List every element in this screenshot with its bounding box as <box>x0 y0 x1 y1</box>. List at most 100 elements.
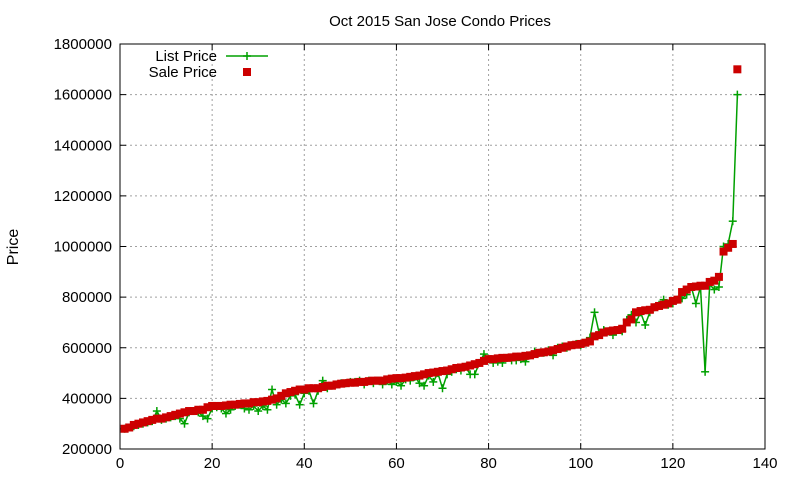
y-tick-label: 600000 <box>62 340 112 357</box>
sale-price-point <box>350 378 359 387</box>
sale-price-point <box>724 243 733 252</box>
list-price-point <box>470 370 479 379</box>
sale-price-point <box>581 338 590 347</box>
sale-price-point <box>632 308 640 317</box>
sale-price-point <box>493 354 502 363</box>
sale-price-point <box>415 371 424 380</box>
sale-price-point <box>484 355 493 364</box>
list-price-point <box>733 90 742 99</box>
y-tick-label: 1800000 <box>54 36 112 53</box>
sale-price-point <box>410 372 419 381</box>
sale-price-point <box>152 414 161 423</box>
series-sale-price <box>120 65 742 433</box>
legend: List Price Sale Price <box>149 48 268 81</box>
list-price-point <box>429 377 438 386</box>
sale-price-point <box>323 381 332 390</box>
sale-price-point <box>295 385 304 394</box>
sale-price-point <box>314 384 323 393</box>
sale-price-point <box>503 353 511 362</box>
sale-price-point <box>456 363 465 372</box>
sale-price-point <box>535 348 544 357</box>
y-axis-label: Price <box>5 229 22 266</box>
sale-price-point <box>245 399 253 408</box>
list-price-point <box>714 283 723 291</box>
sale-price-point <box>157 414 166 423</box>
sale-price-point <box>595 331 604 340</box>
sale-price-point <box>198 405 207 414</box>
x-tick-label: 20 <box>204 455 221 472</box>
sale-price-point <box>148 415 157 424</box>
sale-price-point <box>655 301 664 310</box>
sale-price-point <box>650 303 659 312</box>
sale-price-point <box>217 401 226 410</box>
x-tick-label: 140 <box>752 455 777 472</box>
sale-price-point <box>406 372 415 381</box>
list-price-point <box>590 308 599 317</box>
sale-price-point <box>572 340 581 349</box>
y-tick-label: 1200000 <box>54 188 112 205</box>
list-price-point <box>221 409 230 418</box>
sale-price-point <box>272 394 281 403</box>
sale-price-point <box>526 351 535 360</box>
sale-price-point <box>254 398 263 407</box>
list-price-point <box>438 384 447 393</box>
sale-price-point <box>162 413 171 422</box>
sale-price-point <box>203 403 212 412</box>
sale-price-point <box>673 295 682 304</box>
sale-price-point <box>691 282 700 291</box>
list-price-point <box>479 350 488 359</box>
sale-price-point <box>604 327 613 336</box>
y-tick-label: 1000000 <box>54 239 112 256</box>
sale-price-point <box>461 362 470 371</box>
sale-price-point <box>143 417 152 426</box>
sale-price-point <box>420 370 429 379</box>
sale-price-point <box>489 355 498 364</box>
list-price-point <box>691 299 700 308</box>
y-tick-label: 400000 <box>62 390 112 407</box>
plot-frame <box>119 43 766 450</box>
sale-price-point <box>714 272 723 281</box>
y-tick-label: 200000 <box>62 441 112 458</box>
list-price-point <box>203 414 212 423</box>
list-price-point <box>710 285 719 294</box>
sale-price-point <box>443 366 452 375</box>
sale-price-point <box>687 283 696 291</box>
sale-price-point <box>318 382 327 391</box>
sale-price-point <box>558 343 567 352</box>
x-tick-label: 100 <box>568 455 593 472</box>
x-tick-label: 120 <box>660 455 685 472</box>
list-price-point <box>263 405 272 414</box>
legend-label-list-price: List Price <box>155 48 217 65</box>
sale-price-point <box>682 285 691 294</box>
sale-price-point <box>447 365 456 374</box>
sale-price-point <box>512 352 521 361</box>
sale-price-point <box>189 407 198 416</box>
sale-price-point <box>710 276 719 285</box>
sale-price-point <box>277 391 286 400</box>
sale-price-point <box>175 409 184 418</box>
list-price-point <box>420 381 429 390</box>
axis-ticks: 0 20 40 60 80 100 120 140 200000 400000 600000 8000… <box>54 36 778 472</box>
list-price-point <box>281 399 290 408</box>
sale-price-point <box>608 326 617 335</box>
list-price-point <box>309 399 318 408</box>
sale-price-point <box>346 378 355 387</box>
sale-price-point <box>641 306 650 315</box>
sale-price-point <box>401 373 410 382</box>
sale-price-point <box>166 412 175 421</box>
sale-price-point <box>125 423 134 432</box>
sale-price-point <box>208 401 217 410</box>
y-tick-label: 800000 <box>62 289 112 306</box>
sale-price-point <box>263 396 272 405</box>
sale-price-point <box>733 65 742 74</box>
list-price-point <box>295 400 304 409</box>
sale-price-point <box>171 410 180 419</box>
sale-price-point <box>590 332 599 341</box>
list-price-point <box>397 381 406 390</box>
x-tick-label: 40 <box>296 455 313 472</box>
sale-price-point <box>507 353 516 362</box>
sale-price-point <box>544 347 553 356</box>
sale-price-point <box>300 385 309 394</box>
sale-price-point <box>369 376 378 385</box>
